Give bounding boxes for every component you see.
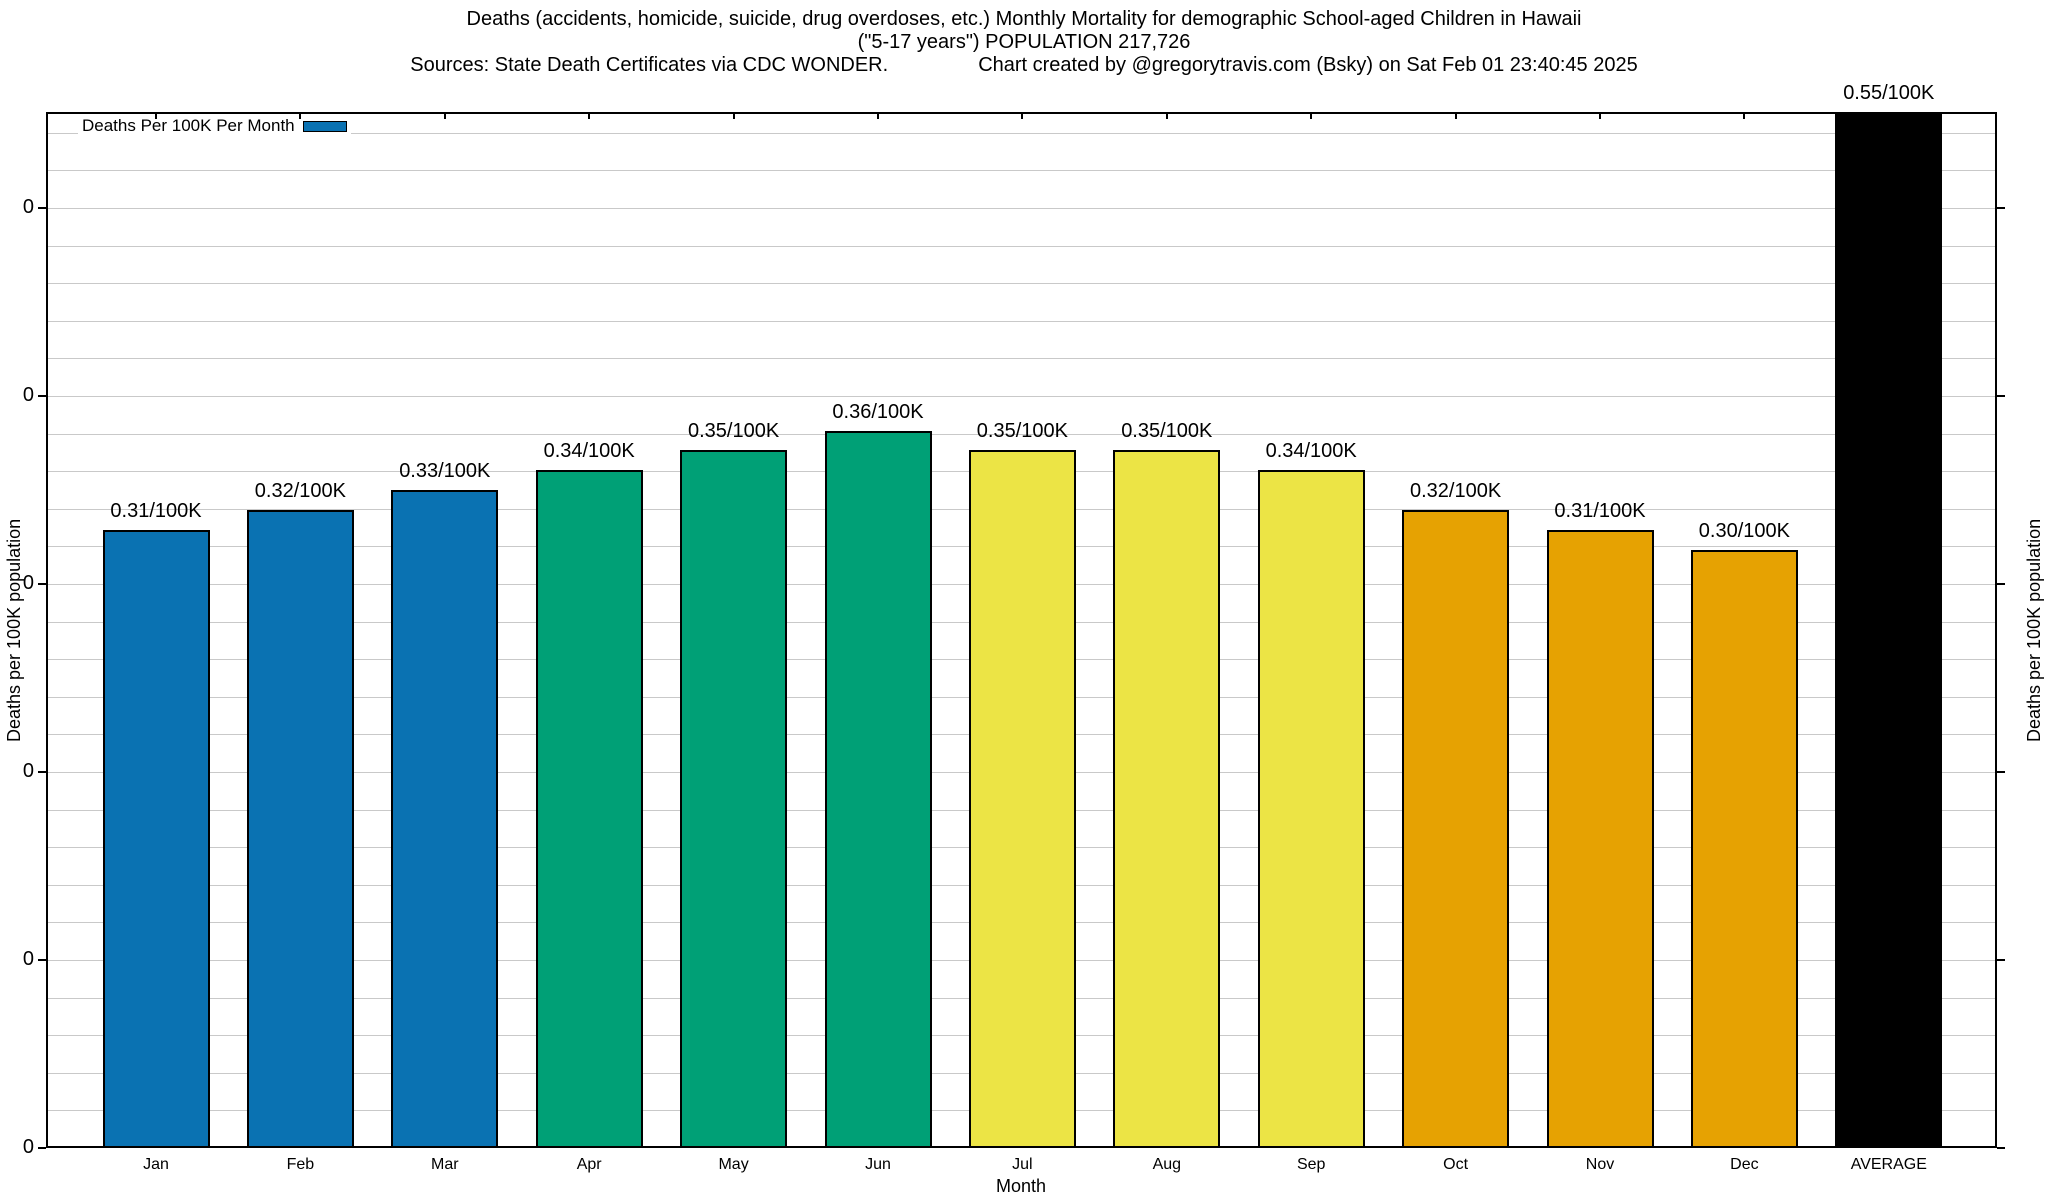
y-major-tick-left [38, 395, 46, 397]
bar-value-label: 0.35/100K [976, 420, 1068, 443]
minor-gridline [48, 358, 1995, 360]
x-top-tick [1743, 112, 1746, 119]
legend-swatch [302, 120, 347, 132]
bar-value-label: 0.32/100K [1409, 480, 1502, 503]
minor-gridline [48, 283, 1995, 285]
x-tick-label: Jul [1012, 1156, 1033, 1173]
y-major-tick-right [1997, 395, 2005, 397]
y-major-tick-left [38, 771, 46, 773]
x-top-tick [588, 112, 591, 119]
minor-gridline [48, 132, 1995, 134]
x-tick-label: Apr [576, 1156, 602, 1173]
x-top-tick [443, 112, 446, 119]
bar-value-label: 0.36/100K [832, 400, 924, 423]
bar-average [1835, 112, 1943, 1148]
bar-value-label: 0.31/100K [1554, 500, 1646, 523]
x-top-tick [1165, 112, 1168, 119]
y-tick-label: 0 [22, 760, 34, 782]
x-tick-label: Sep [1296, 1156, 1326, 1173]
y-major-tick-left [38, 1147, 46, 1149]
bar-feb [246, 510, 354, 1148]
x-tick-label: Nov [1585, 1156, 1615, 1173]
major-gridline [48, 396, 1995, 397]
y-major-tick-right [1997, 1147, 2005, 1149]
legend: Deaths Per 100K Per Month [78, 116, 351, 136]
y-tick-label: 0 [22, 1136, 34, 1158]
y-major-tick-right [1997, 959, 2005, 961]
y-major-tick-right [1997, 583, 2005, 585]
y-tick-label: 0 [22, 384, 34, 406]
chart-sources: Sources: State Death Certificates via CD… [410, 54, 889, 76]
y-axis-title-right: Deaths per 100K population [2024, 518, 2044, 742]
minor-gridline [48, 433, 1995, 435]
bar-mar [391, 490, 499, 1148]
x-top-tick [1599, 112, 1601, 119]
bar-value-label: 0.30/100K [1698, 520, 1790, 543]
x-top-tick [155, 112, 157, 119]
x-top-tick [732, 112, 735, 119]
x-top-tick [1454, 112, 1457, 119]
x-top-tick [299, 112, 302, 119]
x-tick-label: Jun [865, 1156, 891, 1173]
bar-nov [1546, 530, 1654, 1148]
minor-gridline [48, 170, 1995, 172]
bar-dec [1690, 550, 1798, 1148]
chart-credit: Chart created by @gregorytravis.com (Bsk… [978, 54, 1638, 76]
y-tick-label: 0 [22, 196, 34, 218]
chart-subtitle-row: Sources: State Death Certificates via CD… [0, 54, 2048, 77]
bar-jun [824, 430, 932, 1148]
bar-apr [535, 470, 643, 1148]
bar-oct [1402, 510, 1510, 1148]
y-tick-label: 0 [22, 572, 34, 594]
bar-value-label: 0.35/100K [687, 420, 780, 443]
y-major-tick-left [38, 583, 46, 585]
bar-value-label: 0.33/100K [399, 460, 491, 483]
bar-value-label: 0.32/100K [254, 480, 346, 503]
x-top-tick [1310, 112, 1313, 119]
minor-gridline [48, 320, 1995, 322]
y-axis-title-left: Deaths per 100K population [4, 518, 24, 742]
minor-gridline [48, 245, 1995, 247]
bar-value-label: 0.55/100K [1843, 82, 1935, 104]
bar-value-label: 0.35/100K [1121, 420, 1213, 443]
y-major-tick-right [1997, 771, 2005, 773]
y-major-tick-right [1997, 207, 2005, 209]
y-major-tick-left [38, 959, 46, 961]
bar-sep [1257, 470, 1365, 1148]
bar-value-label: 0.31/100K [110, 500, 202, 523]
legend-label: Deaths Per 100K Per Month [82, 116, 295, 135]
major-gridline [48, 208, 1995, 209]
chart-header: Deaths (accidents, homicide, suicide, dr… [0, 8, 2048, 77]
bar-may [680, 450, 788, 1148]
bar-jul [968, 450, 1076, 1148]
x-tick-label: Jan [143, 1156, 169, 1173]
y-major-tick-left [38, 207, 46, 209]
x-top-tick [1021, 112, 1024, 119]
chart-title-line2: ("5-17 years") POPULATION 217,726 [857, 31, 1191, 53]
chart-title-line1: Deaths (accidents, homicide, suicide, dr… [466, 8, 1582, 30]
bar-aug [1113, 450, 1221, 1148]
x-tick-label: Dec [1730, 1156, 1759, 1173]
x-tick-label: Mar [431, 1156, 459, 1173]
x-tick-label: Aug [1152, 1156, 1182, 1173]
x-tick-label: AVERAGE [1850, 1156, 1927, 1173]
x-top-tick [877, 112, 879, 119]
bar-jan [102, 530, 210, 1148]
x-tick-label: Feb [286, 1156, 315, 1173]
y-tick-label: 0 [22, 948, 34, 970]
x-tick-label: May [718, 1156, 749, 1173]
x-axis-title: Month [995, 1176, 1047, 1196]
bar-value-label: 0.34/100K [1265, 440, 1357, 463]
bar-value-label: 0.34/100K [543, 440, 635, 463]
x-tick-label: Oct [1443, 1156, 1469, 1173]
